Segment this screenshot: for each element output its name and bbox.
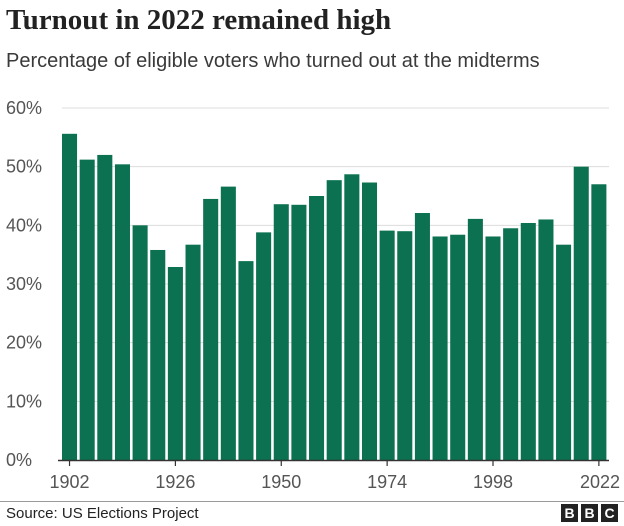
bar-1918 [132,225,148,460]
logo-letter: B [581,504,598,522]
x-axis [58,459,609,466]
y-tick-label: 30% [6,274,42,294]
bar-2006 [520,222,536,460]
bar-2022 [591,184,607,460]
source-note: Source: US Elections Project [6,505,199,522]
logo-letter: C [601,504,618,522]
bar-2018 [573,166,589,461]
bar-1974 [379,230,395,460]
bar-1934 [203,198,219,460]
bars [62,133,607,461]
footer-divider [0,501,624,502]
x-tick-label: 1998 [473,472,513,492]
bar-1938 [220,186,236,461]
bar-1978 [397,231,413,460]
bar-2002 [503,228,519,460]
bbc-logo: B B C [561,504,618,522]
x-tick-label: 2022 [580,472,620,492]
x-tick-label: 1926 [155,472,195,492]
y-tick-label: 50% [6,157,42,177]
x-axis-tick-labels: 1902 1926 1950 1974 1998 2022 [49,472,620,492]
bar-chart: 0% 10% 20% 30% 40% 50% 60% 1902 1926 1950 1974 199… [6,98,620,492]
chart-title: Turnout in 2022 remained high [6,4,392,36]
y-tick-label: 40% [6,215,42,235]
bar-1970 [361,182,378,460]
y-tick-label: 20% [6,333,42,353]
bar-1902 [62,133,78,460]
bar-1906 [79,159,95,460]
x-tick-label: 1950 [261,472,301,492]
bar-1926 [167,266,183,460]
y-tick-label: 0% [6,450,32,470]
bar-2010 [538,219,554,460]
bar-1930 [185,244,201,460]
bar-1914 [114,164,130,460]
y-axis-tick-labels: 0% 10% 20% 30% 40% 50% 60% [6,98,42,470]
bar-1998 [485,236,501,460]
x-tick-label: 1974 [367,472,407,492]
x-tick-label: 1902 [49,472,89,492]
bar-1942 [238,261,254,460]
bar-1990 [450,234,466,460]
chart-subtitle: Percentage of eligible voters who turned… [6,50,540,72]
bar-1954 [291,204,307,460]
bar-1950 [273,204,289,460]
bar-1946 [256,232,272,460]
bar-1922 [150,249,166,460]
bar-1982 [414,213,430,460]
bar-1962 [326,180,342,460]
bar-2014 [556,244,572,460]
logo-letter: B [561,504,578,522]
bar-1910 [97,154,113,460]
y-tick-label: 60% [6,98,42,118]
bar-1994 [467,218,483,460]
bar-1966 [344,174,360,461]
bar-1958 [309,196,325,460]
y-tick-label: 10% [6,391,42,411]
bar-1986 [432,236,448,460]
